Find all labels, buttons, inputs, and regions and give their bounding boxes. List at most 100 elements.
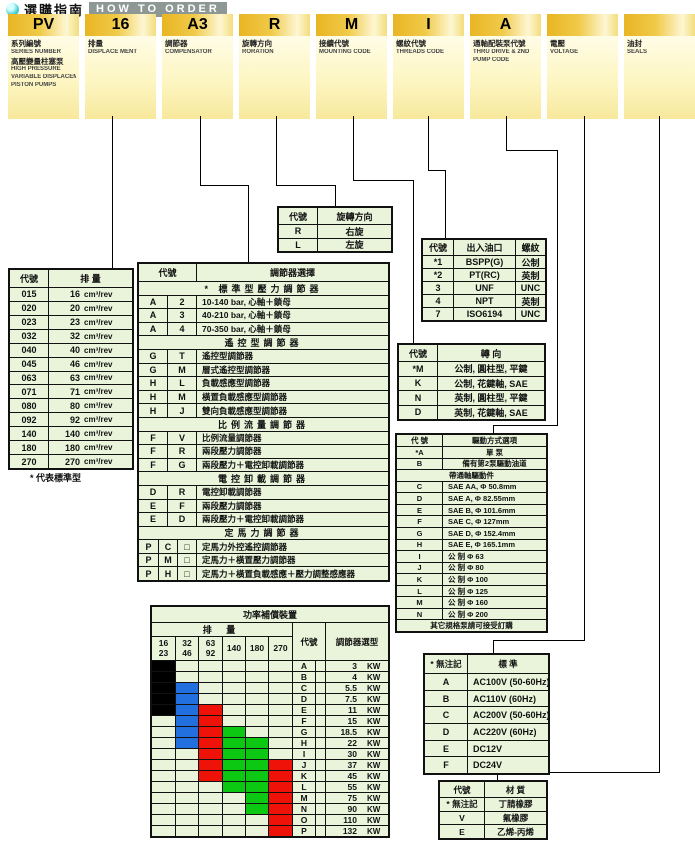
- connector-line: [659, 116, 660, 772]
- table-cell: 92 cm³/rev: [48, 413, 132, 427]
- table-cell: 丁腈橡膠: [484, 798, 546, 811]
- table-cell: 遙控型調節器: [224, 338, 303, 349]
- kw-value: 4: [352, 672, 357, 682]
- displacement-unit: cm³/rev: [84, 457, 113, 467]
- table-cell: 螺紋: [515, 240, 545, 255]
- table-cell: [245, 694, 268, 704]
- table-cell: [268, 782, 292, 792]
- table-cell: 兩段壓力調節器: [196, 499, 388, 513]
- connector-line: [497, 772, 660, 773]
- code-label: I: [393, 14, 464, 36]
- table-cell: 公 制 Φ 100: [442, 574, 546, 585]
- table-row: K 公制, 花鍵軸, SAE: [399, 375, 544, 390]
- table-cell: [175, 749, 198, 759]
- table-row: N 英制, 圓柱型, 平鍵: [399, 390, 544, 405]
- table-cell: J: [292, 760, 315, 770]
- table-cell: 46 cm³/rev: [48, 357, 132, 371]
- table-cell: [198, 826, 222, 836]
- table-cell: [152, 727, 175, 737]
- table-cell: [315, 782, 325, 792]
- table-cell: H: [292, 738, 315, 748]
- table-cell: P: [145, 541, 152, 552]
- table-cell: [152, 683, 175, 693]
- code-label: [624, 14, 695, 36]
- page-title-en: HOW TO ORDER: [89, 1, 227, 17]
- table-cell: [245, 738, 268, 748]
- table-row: P H □ 定馬力＋橫置負載感應＋壓力調整感應器: [139, 566, 388, 581]
- table-cell: 橫置負載感應型調節器: [196, 390, 388, 404]
- table-cell: 遙控型調節器: [196, 349, 388, 363]
- table-cell: [315, 815, 325, 825]
- table-cell: PT(RC): [453, 269, 515, 281]
- code-description: 油封 SEALS: [624, 36, 695, 119]
- table-cell: 023: [21, 317, 37, 328]
- table-cell: R: [167, 445, 196, 458]
- table-cell: 公 制 Φ 200: [442, 608, 546, 620]
- table-row: B AC110V (60Hz): [425, 689, 548, 707]
- table-cell: [198, 782, 222, 792]
- table-cell: A: [149, 296, 157, 307]
- connector-line: [276, 116, 277, 186]
- description-line: 旋轉方向: [242, 39, 272, 48]
- table-row: E DC12V: [425, 739, 548, 757]
- table-cell: 公制, 圓柱型, 平鍵: [437, 362, 544, 376]
- table-cell: A: [442, 676, 450, 687]
- table-cell: [222, 793, 245, 803]
- table-cell: B: [442, 693, 450, 704]
- table-row: P M □ 定馬力＋橫置壓力調節器: [139, 552, 388, 567]
- table-row: *A 單 泵: [397, 446, 546, 458]
- code-label: R: [239, 14, 310, 36]
- table-cell: [175, 683, 198, 693]
- table-cell: 帶通軸驅動件: [449, 470, 494, 480]
- connector-line: [506, 116, 507, 151]
- table-row: L 左旋: [279, 237, 391, 251]
- kw-value: 45: [347, 771, 357, 781]
- table-cell: 負載感應型調節器: [196, 377, 388, 390]
- table-cell: H: [149, 378, 157, 389]
- table-cell: [222, 705, 245, 715]
- table-cell: M: [416, 598, 423, 608]
- shaft-table: 代號轉 向 *M 公制, 圓柱型, 平鍵 K 公制, 花鍵軸, SAE N 英制, 圓柱型,…: [397, 343, 546, 421]
- table-cell: [198, 749, 222, 759]
- connector-line: [353, 180, 414, 181]
- table-cell: [268, 771, 292, 781]
- connector-line: [335, 185, 336, 207]
- table-cell: BSPP(G): [453, 256, 515, 268]
- table-cell: 071: [21, 386, 37, 397]
- table-cell: NPT: [453, 295, 515, 307]
- table-cell: [268, 793, 292, 803]
- table-row: 045 46 cm³/rev: [10, 356, 132, 371]
- table-row: H SAE E, Φ 165.1mm: [397, 538, 546, 551]
- table-cell: [152, 826, 175, 836]
- table-cell: [268, 694, 292, 704]
- table-cell: T: [167, 349, 196, 363]
- description-line: 電壓: [550, 39, 565, 48]
- connector-line: [493, 640, 585, 641]
- table-cell: 其它規格泵請可接受訂購: [430, 621, 513, 631]
- table-row: H J 雙向負載感應型調節器: [139, 403, 388, 417]
- kw-value: 11: [348, 705, 357, 715]
- table-cell: 定馬力＋橫置壓力調節器: [196, 553, 388, 567]
- table-row: F 15 KW: [152, 715, 388, 726]
- code-label: M: [316, 14, 387, 36]
- displacement-value: 92: [69, 414, 80, 425]
- table-cell: UNC: [515, 308, 545, 320]
- table-cell: [198, 738, 222, 748]
- table-cell: 公 制 Φ 125: [442, 585, 546, 597]
- displacement-header: 排 量: [152, 623, 292, 637]
- table-cell: [198, 694, 222, 704]
- table-row: 3 UNF UNC: [423, 281, 545, 294]
- table-cell: 2: [167, 295, 196, 309]
- table-cell: 70-350 bar, 心軸＋鎖母: [196, 322, 388, 336]
- table-cell: J: [167, 404, 196, 417]
- table-cell: [152, 738, 175, 748]
- table-cell: [198, 815, 222, 825]
- table-cell: [268, 815, 292, 825]
- description-line: PUMP CODE: [473, 56, 510, 63]
- table-cell: 180: [21, 442, 37, 453]
- table-cell: E: [459, 826, 465, 837]
- table-cell: C: [292, 683, 315, 693]
- displacement-unit: cm³/rev: [84, 415, 113, 425]
- table-row: 代號 調節器選擇: [139, 264, 388, 281]
